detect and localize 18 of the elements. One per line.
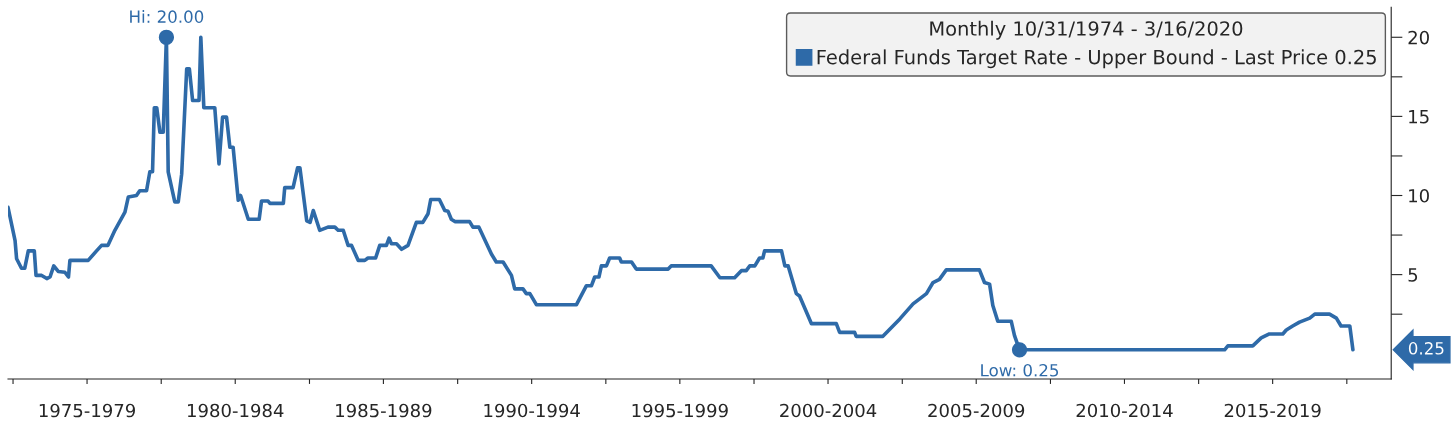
x-tick-label: 1990-1994 bbox=[484, 403, 580, 418]
y-tick-label: 10 bbox=[1409, 188, 1429, 203]
annotation: Low: 0.25 bbox=[981, 363, 1059, 377]
y-tick-label: 5 bbox=[1408, 268, 1418, 282]
x-tick-label: 1995-1999 bbox=[632, 403, 728, 418]
x-tick-label: 2015-2019 bbox=[1224, 403, 1321, 418]
x-tick-label: 1980-1984 bbox=[188, 403, 284, 418]
annotation: Hi: 20.00 bbox=[130, 10, 204, 23]
x-tick-label: 1985-1989 bbox=[336, 403, 432, 418]
legend-title: Monthly 10/31/1974 - 3/16/2020 bbox=[930, 20, 1243, 40]
x-tick-label: 2000-2004 bbox=[780, 403, 877, 418]
text: 0.25 bbox=[1408, 342, 1444, 355]
y-tick-label: 20 bbox=[1408, 30, 1429, 45]
x-tick-label: 2005-2009 bbox=[928, 403, 1025, 418]
legend-label: Federal Funds Target Rate - Upper Bound - Last Price 0.25 bbox=[817, 49, 1376, 69]
y-tick-label: 15 bbox=[1409, 110, 1429, 124]
x-tick-label: 1975-1979 bbox=[39, 403, 135, 418]
x-tick-label: 2010-2014 bbox=[1076, 403, 1173, 418]
